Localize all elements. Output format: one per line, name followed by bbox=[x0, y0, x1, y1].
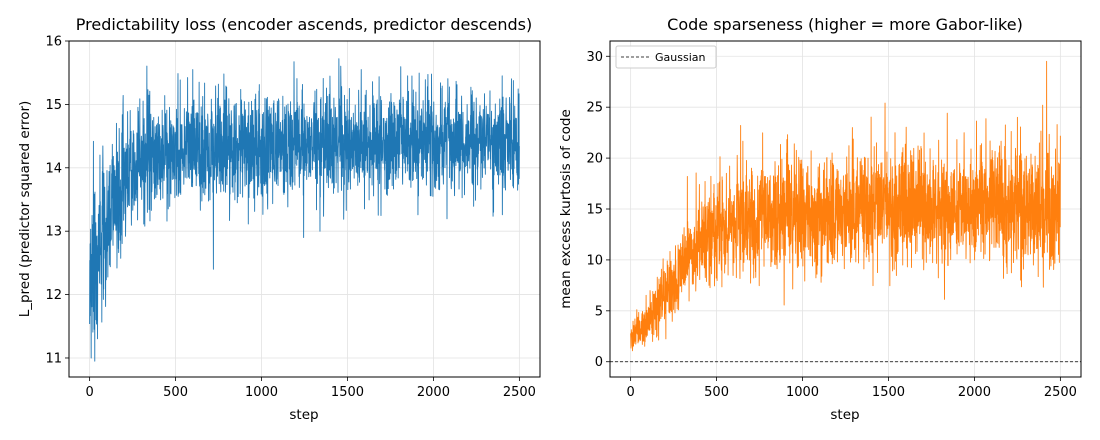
kurtosis-x-tick-label: 1000 bbox=[786, 385, 819, 400]
loss-grid bbox=[69, 40, 540, 377]
loss-plot-area bbox=[89, 58, 520, 362]
loss-x-tick-label: 2500 bbox=[503, 385, 536, 400]
kurtosis-y-ticks: 0 5 10 15 20 25 30 bbox=[586, 50, 610, 370]
kurtosis-y-tick-label: 25 bbox=[586, 101, 603, 116]
kurtosis-x-tick-label: 2500 bbox=[1044, 385, 1077, 400]
kurtosis-x-label: step bbox=[830, 407, 859, 423]
loss-series-line bbox=[89, 58, 520, 362]
loss-y-tick-label: 13 bbox=[45, 225, 62, 240]
loss-x-tick-label: 500 bbox=[163, 385, 188, 400]
kurtosis-x-tick-label: 500 bbox=[704, 385, 729, 400]
kurtosis-x-tick-label: 0 bbox=[626, 385, 634, 400]
loss-x-ticks: 0 500 1000 1500 2000 2500 bbox=[85, 377, 536, 400]
legend-gaussian-label: Gaussian bbox=[655, 51, 705, 64]
loss-x-tick-label: 2000 bbox=[417, 385, 450, 400]
loss-axes-frame bbox=[68, 40, 541, 378]
loss-y-tick-label: 11 bbox=[45, 351, 62, 366]
kurtosis-x-ticks: 0 500 1000 1500 2000 2500 bbox=[626, 377, 1077, 400]
kurtosis-plot-area bbox=[610, 60, 1081, 363]
kurtosis-y-tick-label: 10 bbox=[586, 253, 603, 268]
kurtosis-title: Code sparseness (higher = more Gabor-lik… bbox=[667, 15, 1023, 34]
loss-title: Predictability loss (encoder ascends, pr… bbox=[76, 15, 533, 34]
loss-x-tick-label: 1000 bbox=[245, 385, 278, 400]
kurtosis-x-tick-label: 2000 bbox=[958, 385, 991, 400]
loss-y-tick-label: 14 bbox=[45, 161, 62, 176]
loss-x-tick-label: 1500 bbox=[331, 385, 364, 400]
kurtosis-series-line bbox=[630, 60, 1061, 352]
kurtosis-y-label: mean excess kurtosis of code bbox=[558, 109, 574, 309]
kurtosis-y-tick-label: 20 bbox=[586, 152, 603, 167]
loss-x-tick-label: 0 bbox=[85, 385, 93, 400]
loss-x-label: step bbox=[289, 407, 318, 423]
kurtosis-panel: Code sparseness (higher = more Gabor-lik… bbox=[558, 15, 1082, 423]
loss-panel: Predictability loss (encoder ascends, pr… bbox=[17, 15, 541, 423]
kurtosis-y-tick-label: 30 bbox=[586, 50, 603, 65]
loss-y-tick-label: 16 bbox=[45, 35, 62, 50]
loss-y-label: L_pred (predictor squared error) bbox=[17, 101, 33, 318]
loss-y-ticks: 11 12 13 14 15 16 bbox=[45, 35, 69, 366]
kurtosis-y-tick-label: 15 bbox=[586, 203, 603, 218]
legend: Gaussian bbox=[615, 45, 717, 69]
kurtosis-x-tick-label: 1500 bbox=[872, 385, 905, 400]
kurtosis-y-tick-label: 0 bbox=[595, 355, 603, 370]
loss-y-tick-label: 15 bbox=[45, 98, 62, 113]
kurtosis-y-tick-label: 5 bbox=[595, 304, 603, 319]
legend-box bbox=[615, 45, 717, 69]
loss-y-tick-label: 12 bbox=[45, 288, 62, 303]
